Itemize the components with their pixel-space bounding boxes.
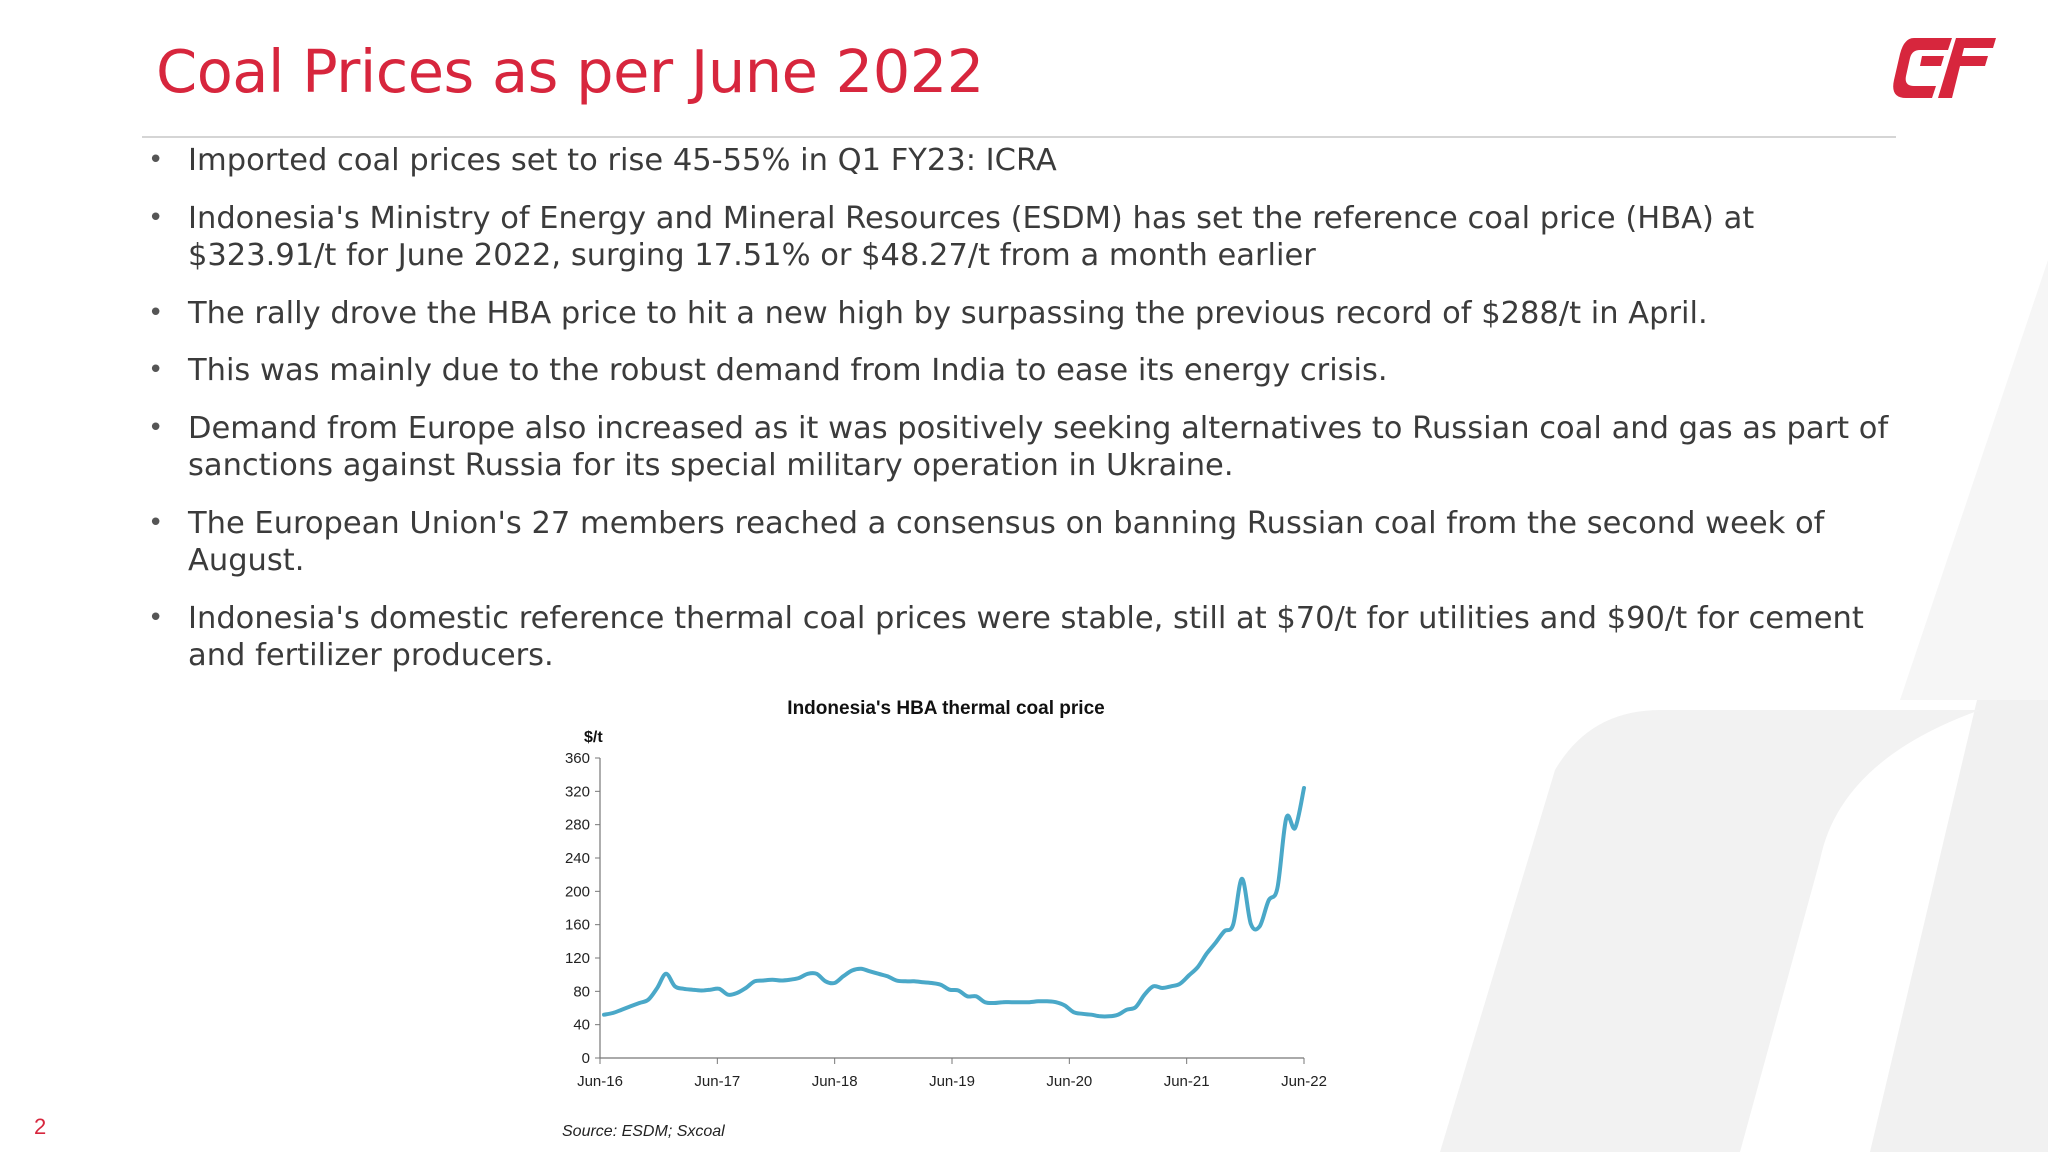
cf-logo-icon — [1893, 38, 1996, 98]
x-tick-label: Jun-19 — [929, 1073, 975, 1090]
x-tick-label: Jun-18 — [812, 1073, 858, 1090]
y-tick-label: 320 — [565, 783, 590, 800]
bullet-list: • Imported coal prices set to rise 45-55%… — [144, 142, 1894, 695]
bullet-item: • This was mainly due to the robust deman… — [144, 352, 1894, 390]
bullet-text: This was mainly due to the robust demand… — [188, 353, 1388, 388]
bullet-item: • The European Union's 27 members reached… — [144, 505, 1894, 580]
y-tick-label: 80 — [573, 983, 590, 1000]
x-tick-label: Jun-21 — [1164, 1073, 1210, 1090]
bullet-dot-icon: • — [148, 202, 164, 233]
bullet-dot-icon: • — [148, 602, 164, 633]
chart-source: Source: ESDM; Sxcoal — [562, 1123, 725, 1140]
hba-price-chart: Indonesia's HBA thermal coal price $/t S… — [562, 698, 1327, 1140]
chart-title: Indonesia's HBA thermal coal price — [787, 698, 1104, 719]
bullet-dot-icon: • — [148, 507, 164, 538]
y-tick-label: 40 — [573, 1017, 590, 1034]
bullet-item: • Demand from Europe also increased as it… — [144, 410, 1894, 485]
bullet-dot-icon: • — [148, 412, 164, 443]
bullet-dot-icon: • — [148, 145, 164, 175]
bullet-text: Demand from Europe also increased as it … — [188, 410, 1889, 484]
chart-ylabel: $/t — [584, 729, 603, 746]
bullet-item: • Indonesia's domestic reference thermal … — [144, 600, 1894, 675]
y-tick-label: 0 — [582, 1050, 590, 1067]
y-tick-label: 160 — [565, 917, 590, 934]
bullet-dot-icon: • — [148, 355, 164, 385]
y-tick-label: 120 — [565, 950, 590, 967]
chart-axes — [599, 758, 1304, 1059]
y-tick-label: 200 — [565, 883, 590, 900]
chart-y-ticks: 0 40 80 120 160 200 240 280 320 360 — [565, 750, 600, 1067]
x-tick-label: Jun-17 — [694, 1073, 740, 1090]
bullet-text: Indonesia's Ministry of Energy and Miner… — [188, 200, 1755, 274]
page-number: 2 — [34, 1114, 47, 1139]
bullet-item: • Indonesia's Ministry of Energy and Mine… — [144, 200, 1894, 275]
y-tick-label: 280 — [565, 817, 590, 834]
chart-series — [602, 786, 1306, 1019]
bullet-text: The European Union's 27 members reached … — [188, 505, 1825, 579]
y-tick-label: 240 — [565, 850, 590, 867]
bullet-item: • Imported coal prices set to rise 45-55%… — [144, 142, 1894, 180]
y-tick-label: 360 — [565, 750, 590, 767]
series-line — [602, 786, 1306, 1019]
x-tick-label: Jun-22 — [1281, 1073, 1327, 1090]
bullet-dot-icon: • — [148, 297, 164, 328]
page-title: Coal Prices as per June 2022 — [156, 37, 984, 106]
bullet-text: Imported coal prices set to rise 45-55% … — [188, 143, 1057, 178]
x-tick-label: Jun-16 — [577, 1073, 623, 1090]
bullet-text: Indonesia's domestic reference thermal c… — [188, 600, 1864, 674]
title-divider — [142, 136, 1896, 138]
bullet-text: The rally drove the HBA price to hit a n… — [188, 295, 1708, 331]
bullet-item: • The rally drove the HBA price to hit a … — [144, 295, 1894, 333]
chart-x-ticks: Jun-16 Jun-17 Jun-18 Jun-19 Jun-20 Jun-21 Jun-… — [577, 1058, 1327, 1090]
x-tick-label: Jun-20 — [1046, 1073, 1092, 1090]
